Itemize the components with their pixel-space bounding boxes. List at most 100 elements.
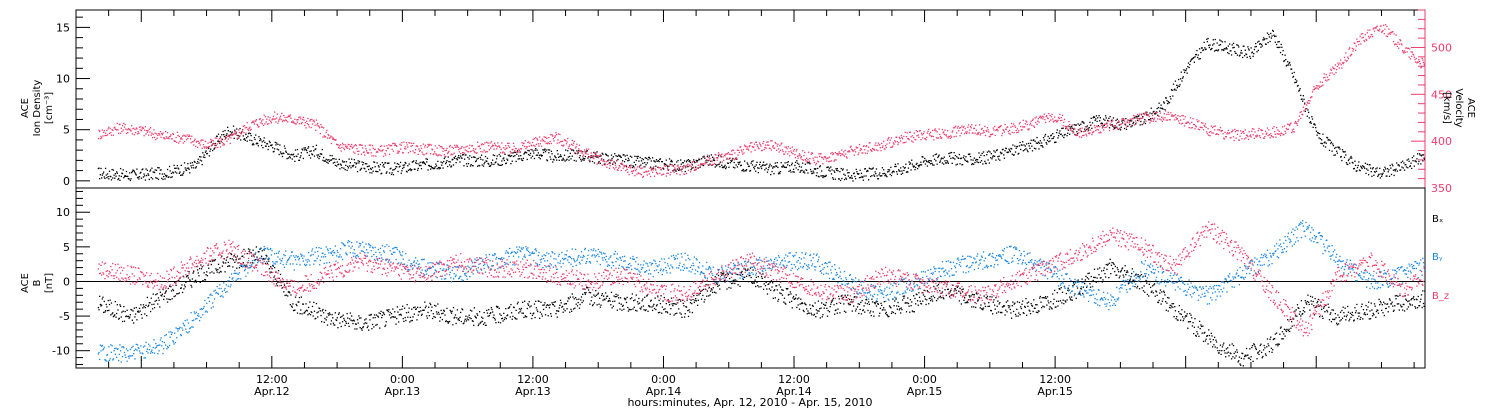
density-point (101, 177, 103, 179)
density-point (1231, 44, 1233, 46)
velocity-point (168, 137, 170, 140)
density-point (822, 176, 824, 179)
velocity-point (505, 147, 508, 150)
density-point (1335, 146, 1337, 149)
density-point (543, 149, 545, 151)
density-point (666, 166, 669, 168)
density-point (736, 166, 739, 168)
density-point (1240, 49, 1243, 52)
velocity-point (896, 141, 899, 143)
density-point (1317, 132, 1320, 134)
density-point (1031, 145, 1033, 147)
density-point (437, 160, 439, 163)
density-point (646, 157, 648, 159)
density-point (776, 161, 778, 164)
density-point (827, 166, 829, 168)
density-point (313, 155, 316, 157)
velocity-point (372, 147, 374, 149)
velocity-point (580, 150, 582, 152)
velocity-point (1073, 127, 1075, 129)
density-point (856, 171, 858, 173)
velocity-point (734, 158, 737, 160)
velocity-point (243, 131, 245, 134)
density-point (862, 176, 864, 179)
velocity-point (808, 160, 810, 163)
density-point (129, 172, 131, 174)
velocity-point (242, 129, 244, 131)
velocity-point (867, 146, 870, 148)
density-point (1360, 166, 1363, 169)
velocity-point (473, 148, 475, 150)
density-point (907, 171, 909, 173)
b-point (358, 317, 361, 319)
velocity-point (1121, 118, 1124, 120)
b-point (210, 263, 212, 266)
density-point (942, 157, 944, 160)
b-point (344, 324, 346, 327)
velocity-point (1263, 137, 1265, 140)
b-point (392, 316, 395, 318)
velocity-point (1300, 117, 1302, 120)
density-point (969, 153, 971, 155)
velocity-point (132, 127, 134, 130)
velocity-point (918, 130, 921, 132)
velocity-point (880, 149, 882, 152)
b-point (562, 311, 564, 313)
velocity-point (934, 128, 936, 130)
density-point (459, 161, 461, 163)
density-point (1057, 137, 1059, 139)
velocity-point (632, 170, 634, 172)
b-point (359, 326, 361, 329)
density-point (1297, 84, 1299, 87)
density-point (289, 157, 291, 159)
velocity-point (1017, 131, 1019, 134)
b-point (644, 296, 646, 298)
b-point (214, 258, 216, 261)
density-point (749, 170, 751, 172)
b-point (445, 320, 447, 323)
velocity-point (599, 154, 602, 156)
density-point (1247, 48, 1250, 50)
density-point (799, 171, 801, 173)
b-point (576, 298, 578, 301)
density-point (231, 131, 233, 133)
velocity-point (375, 151, 378, 153)
bottom-ytick-label: 5 (63, 241, 70, 254)
velocity-point (529, 142, 531, 144)
density-point (1422, 154, 1425, 156)
b-point (570, 308, 572, 311)
velocity-point (559, 140, 562, 143)
b-point (515, 309, 517, 312)
velocity-point (624, 165, 626, 167)
b-point (269, 271, 271, 273)
density-point (1257, 41, 1259, 43)
velocity-point (1325, 73, 1327, 76)
density-point (146, 169, 149, 172)
density-point (503, 159, 506, 162)
b-point (481, 320, 483, 322)
velocity-point (104, 134, 106, 137)
velocity-point (1376, 25, 1378, 27)
velocity-point (978, 131, 980, 134)
velocity-point (1323, 73, 1325, 75)
velocity-point (1360, 33, 1363, 35)
b-point (283, 284, 286, 286)
velocity-point (1306, 101, 1308, 103)
b-point (205, 274, 207, 276)
density-point (584, 155, 587, 158)
velocity-point (301, 121, 303, 124)
density-point (1063, 134, 1066, 136)
velocity-point (226, 140, 228, 142)
density-point (906, 171, 908, 173)
density-point (158, 167, 160, 169)
density-point (149, 169, 152, 171)
density-point (339, 163, 342, 165)
density-point (559, 155, 561, 158)
density-point (143, 173, 145, 175)
velocity-point (1368, 37, 1370, 39)
b-point (194, 280, 196, 282)
density-point (846, 169, 848, 171)
density-point (358, 160, 361, 163)
b-point (576, 305, 579, 307)
density-point (390, 167, 392, 169)
